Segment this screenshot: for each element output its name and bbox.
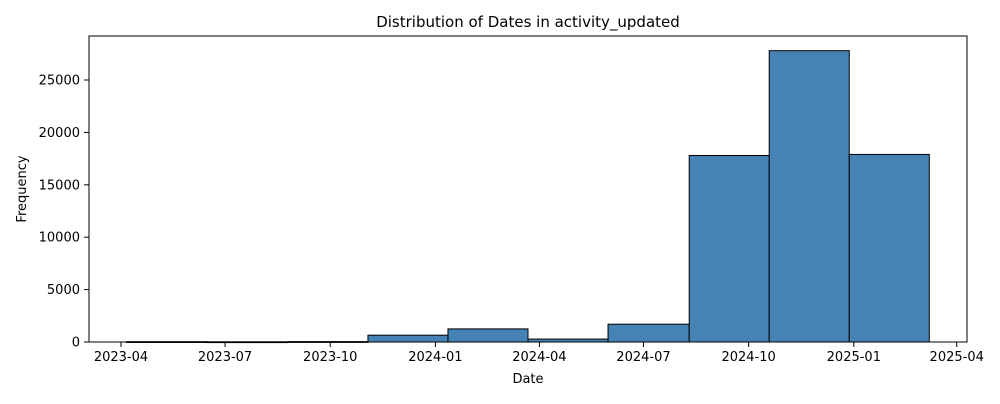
x-tick-label: 2025-04 bbox=[930, 350, 984, 365]
y-tick-label: 0 bbox=[72, 336, 80, 351]
histogram-bar-9 bbox=[768, 50, 850, 343]
histogram-bar-5 bbox=[447, 328, 529, 343]
plot-frame bbox=[88, 35, 968, 343]
histogram-bar-10 bbox=[848, 153, 930, 343]
x-tick-label: 2023-07 bbox=[198, 350, 252, 365]
x-tick-label: 2025-01 bbox=[827, 350, 881, 365]
x-tick-label: 2024-04 bbox=[512, 350, 566, 365]
x-tick-label: 2024-01 bbox=[408, 350, 462, 365]
y-tick-label: 10000 bbox=[39, 231, 80, 246]
histogram-bar-7 bbox=[607, 323, 690, 343]
y-axis-label: Frequency bbox=[15, 155, 30, 222]
y-axis-ticks: 0 5000 10000 15000 20000 25000 bbox=[39, 74, 89, 351]
x-axis-label: Date bbox=[512, 372, 543, 387]
y-tick-label: 5000 bbox=[47, 283, 80, 298]
chart-title: Distribution of Dates in activity_update… bbox=[376, 13, 680, 32]
x-tick-label: 2024-07 bbox=[616, 350, 670, 365]
x-tick-label: 2023-10 bbox=[303, 350, 357, 365]
y-tick-label: 15000 bbox=[39, 178, 80, 193]
x-tick-label: 2024-10 bbox=[721, 350, 775, 365]
x-axis-ticks: 2023-04 2023-07 2023-10 2024-01 2024-04 2024-… bbox=[94, 342, 984, 365]
histogram-bar-8 bbox=[688, 154, 770, 343]
y-tick-label: 20000 bbox=[39, 126, 80, 141]
x-tick-label: 2023-04 bbox=[94, 350, 148, 365]
y-tick-label: 25000 bbox=[39, 74, 80, 89]
bars-group bbox=[126, 50, 930, 344]
histogram-bar-4 bbox=[367, 334, 449, 343]
